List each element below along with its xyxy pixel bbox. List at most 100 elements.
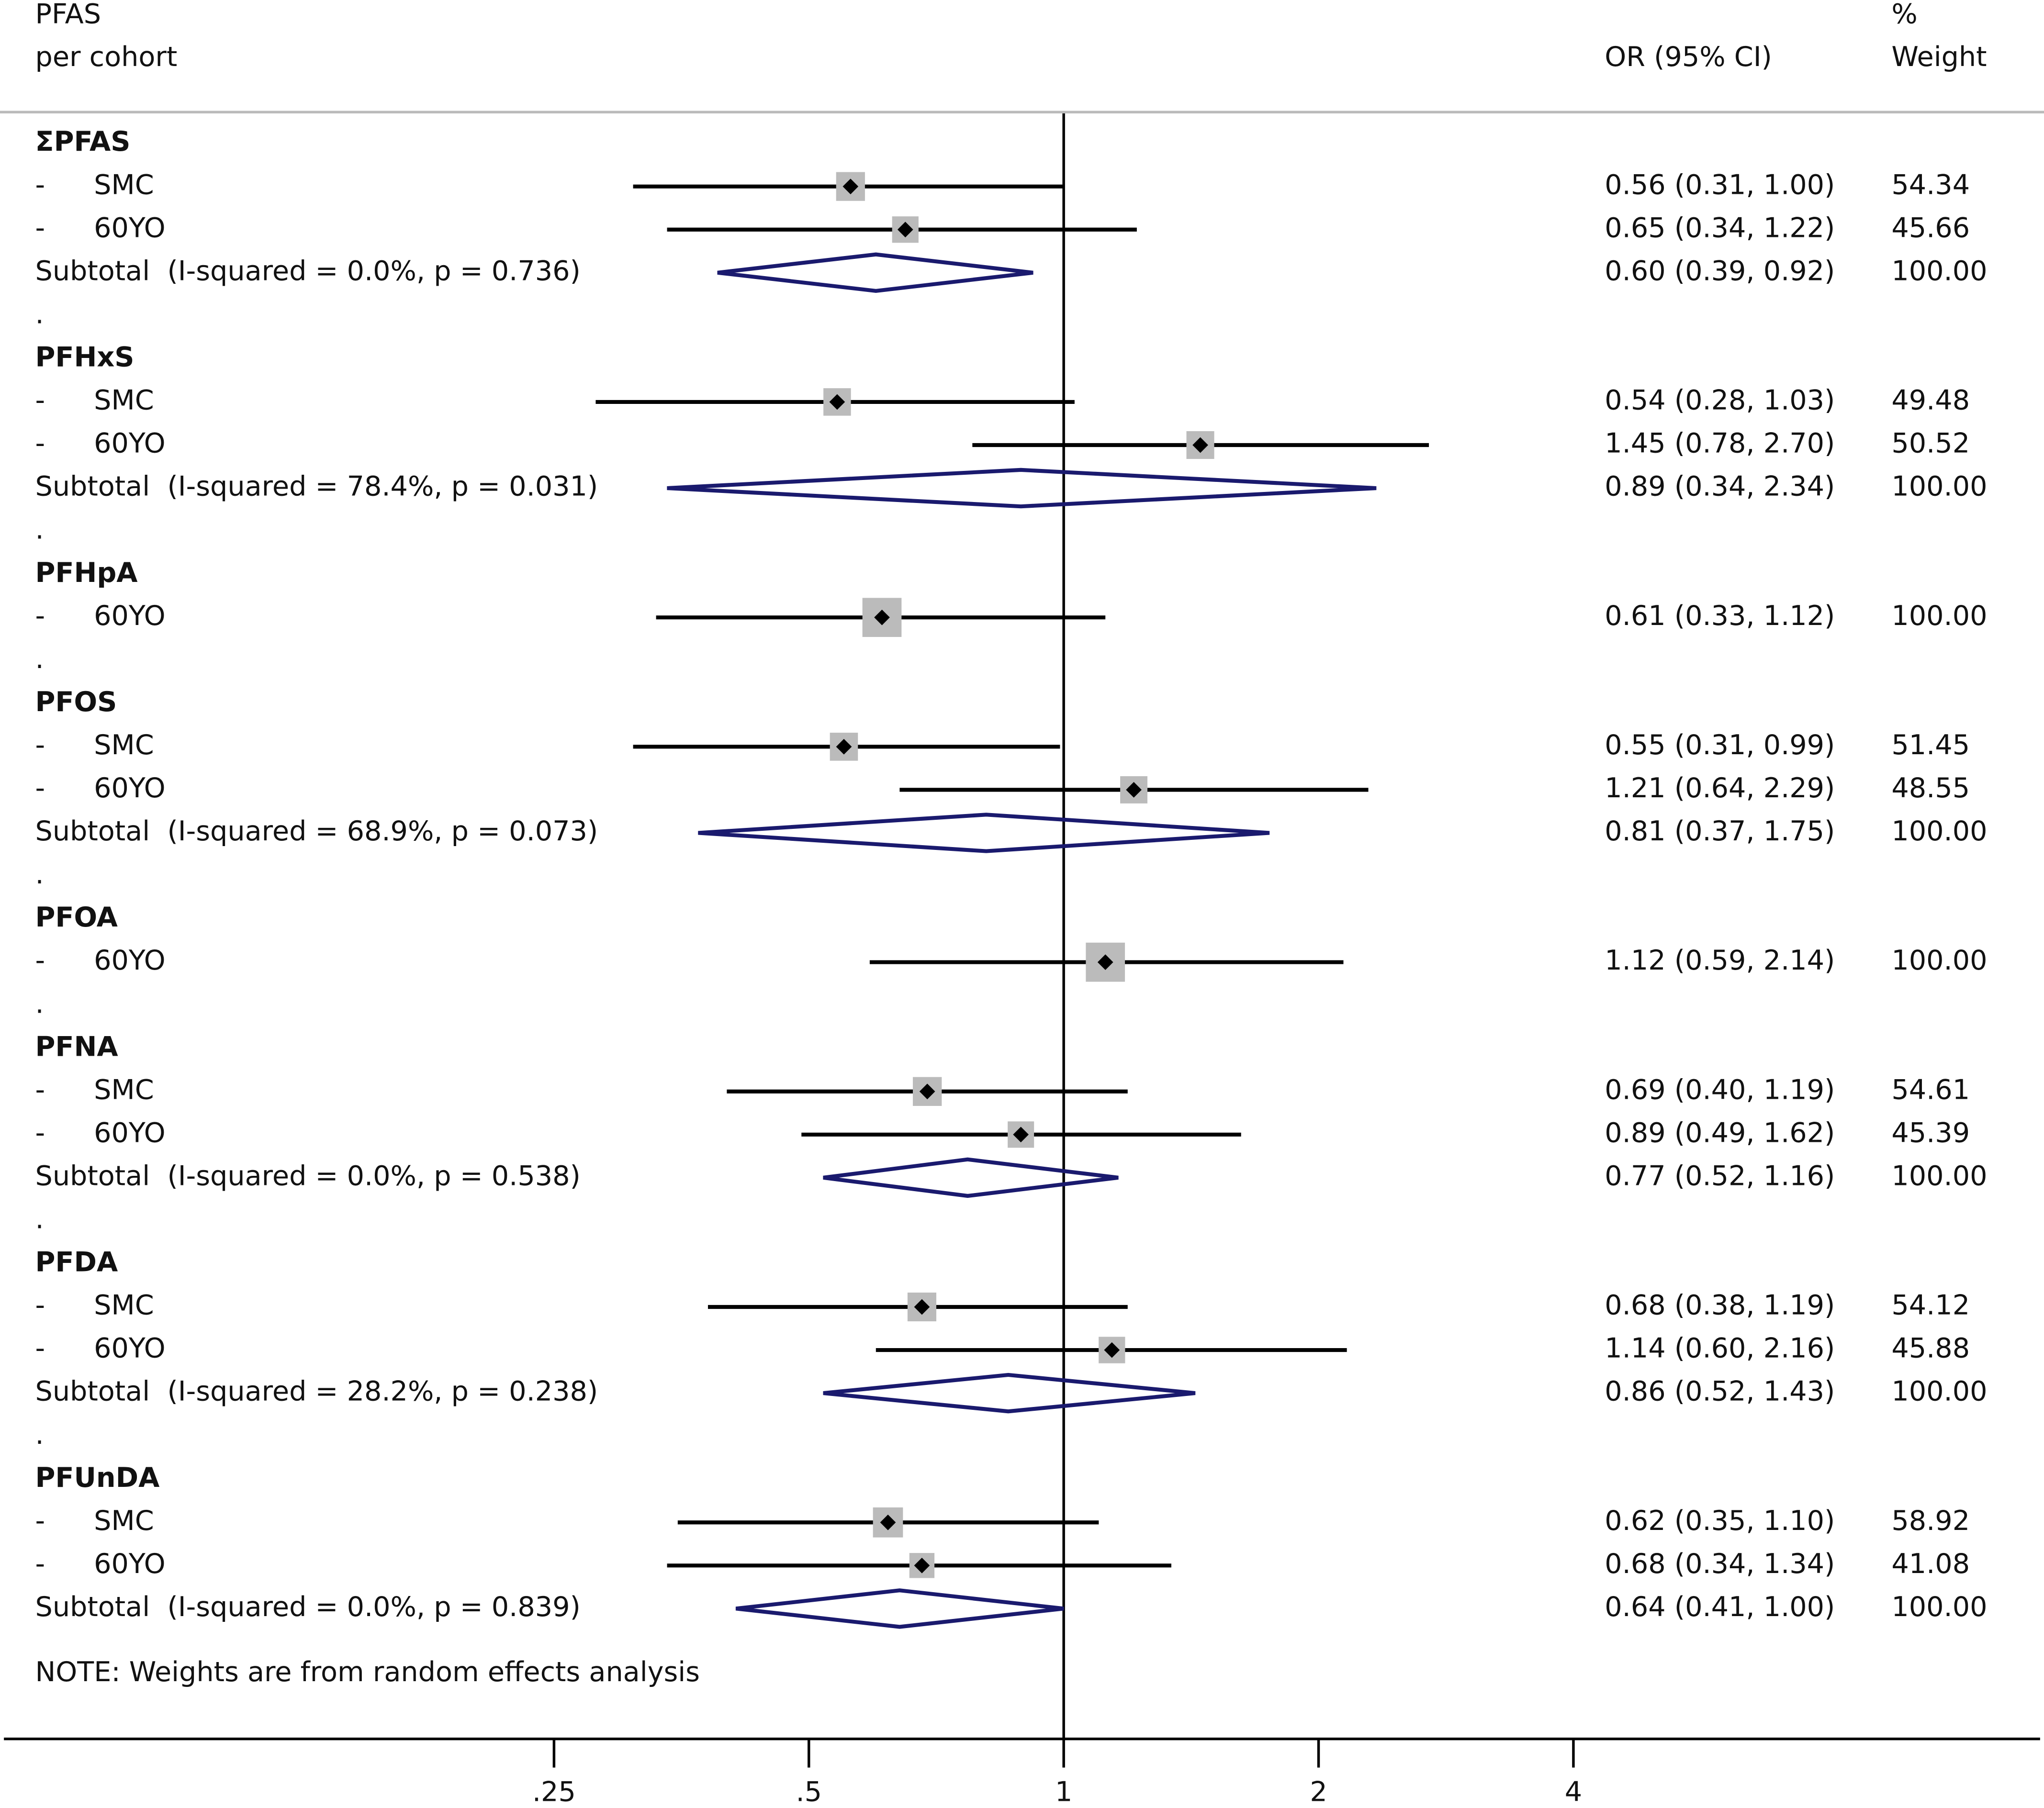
point-estimate: [914, 1299, 930, 1315]
ci-label: 0.86 (0.52, 1.43): [1605, 1376, 1835, 1407]
ci-label: 0.64 (0.41, 1.00): [1605, 1591, 1835, 1623]
header-ci: OR (95% CI): [1605, 41, 1772, 73]
x-tick-label: .25: [532, 1776, 576, 1808]
study-label: 60YO: [94, 212, 166, 244]
subtotal-label: Subtotal (I-squared = 0.0%, p = 0.538): [35, 1160, 581, 1192]
subtotal-diamond: [667, 468, 1377, 509]
separator: .: [35, 988, 44, 1019]
header-label: per cohort: [35, 41, 178, 73]
group-label: PFDA: [35, 1247, 118, 1278]
ci-label: 0.68 (0.34, 1.34): [1605, 1548, 1835, 1580]
header-label: PFAS: [35, 0, 101, 30]
weight-label: 54.12: [1891, 1290, 1970, 1321]
study-label: 60YO: [94, 1117, 166, 1149]
ci-label: 0.55 (0.31, 0.99): [1605, 729, 1835, 761]
subtotal-diamond: [698, 813, 1270, 853]
study-label: SMC: [94, 169, 154, 201]
ci-label: 1.45 (0.78, 2.70): [1605, 428, 1835, 459]
ci-label: 1.21 (0.64, 2.29): [1605, 772, 1835, 804]
weight-label: 100.00: [1891, 815, 1987, 847]
weight-label: 45.88: [1891, 1333, 1970, 1364]
ci-label: 0.62 (0.35, 1.10): [1605, 1505, 1835, 1537]
row-marker: -: [35, 1074, 45, 1105]
separator: .: [35, 859, 44, 890]
x-tick-label: 2: [1310, 1776, 1327, 1808]
subtotal-diamond: [717, 252, 1033, 293]
point-estimate: [874, 609, 890, 625]
study-label: SMC: [94, 1505, 154, 1537]
weight-label: 100.00: [1891, 1376, 1987, 1407]
group-label: PFUnDA: [35, 1462, 160, 1494]
point-estimate: [1104, 1342, 1120, 1358]
ci-label: 0.60 (0.39, 0.92): [1605, 255, 1835, 287]
ci-label: 0.65 (0.34, 1.22): [1605, 212, 1835, 244]
row-marker: -: [35, 1117, 45, 1149]
row-marker: -: [35, 600, 45, 632]
separator: .: [35, 298, 44, 330]
subtotal-label: Subtotal (I-squared = 68.9%, p = 0.073): [35, 815, 598, 847]
row-marker: -: [35, 945, 45, 976]
subtotal-diamond: [823, 1157, 1119, 1198]
x-tick-label: 4: [1565, 1776, 1582, 1808]
weight-label: 100.00: [1891, 600, 1987, 632]
subtotal-label: Subtotal (I-squared = 28.2%, p = 0.238): [35, 1376, 598, 1407]
point-estimate: [1013, 1127, 1029, 1143]
row-marker: -: [35, 428, 45, 459]
row-marker: -: [35, 212, 45, 244]
ci-label: 0.69 (0.40, 1.19): [1605, 1074, 1835, 1105]
separator: .: [35, 643, 44, 675]
point-estimate: [842, 179, 859, 195]
ci-label: 0.89 (0.49, 1.62): [1605, 1117, 1835, 1149]
point-estimate: [1192, 437, 1208, 453]
study-label: SMC: [94, 385, 154, 416]
row-marker: -: [35, 772, 45, 804]
row-marker: -: [35, 1333, 45, 1364]
ci-label: 0.77 (0.52, 1.16): [1605, 1160, 1835, 1192]
point-estimate: [880, 1514, 896, 1530]
weight-label: 45.66: [1891, 212, 1970, 244]
point-estimate: [919, 1083, 935, 1100]
row-marker: -: [35, 1290, 45, 1321]
point-estimate: [1126, 782, 1142, 798]
subtotal-label: Subtotal (I-squared = 0.0%, p = 0.839): [35, 1591, 581, 1623]
subtotal-diamond: [823, 1373, 1196, 1414]
study-label: 60YO: [94, 945, 166, 976]
ci-label: 0.54 (0.28, 1.03): [1605, 385, 1835, 416]
weight-label: 58.92: [1891, 1505, 1970, 1537]
point-estimate: [897, 222, 913, 238]
study-label: 60YO: [94, 1548, 166, 1580]
study-label: SMC: [94, 729, 154, 761]
group-label: PFHpA: [35, 557, 138, 589]
group-label: ΣPFAS: [35, 126, 131, 157]
point-estimate: [914, 1557, 930, 1574]
weight-label: 100.00: [1891, 1160, 1987, 1192]
header-weight: %: [1891, 0, 1917, 30]
weight-label: 51.45: [1891, 729, 1970, 761]
subtotal-label: Subtotal (I-squared = 78.4%, p = 0.031): [35, 471, 598, 502]
ci-label: 0.68 (0.38, 1.19): [1605, 1290, 1835, 1321]
weight-label: 100.00: [1891, 1591, 1987, 1623]
ci-label: 0.81 (0.37, 1.75): [1605, 815, 1835, 847]
row-marker: -: [35, 1548, 45, 1580]
subtotal-diamond: [735, 1588, 1064, 1629]
group-label: PFOA: [35, 902, 118, 933]
group-label: PFHxS: [35, 342, 135, 373]
point-estimate: [836, 738, 852, 755]
weight-label: 41.08: [1891, 1548, 1970, 1580]
point-estimate: [1097, 954, 1113, 970]
row-marker: -: [35, 385, 45, 416]
weight-label: 49.48: [1891, 385, 1970, 416]
weight-label: 54.61: [1891, 1074, 1970, 1105]
ci-label: 1.14 (0.60, 2.16): [1605, 1333, 1835, 1364]
separator: .: [35, 1419, 44, 1451]
group-label: PFNA: [35, 1031, 118, 1062]
weight-label: 54.34: [1891, 169, 1970, 201]
weight-label: 100.00: [1891, 471, 1987, 502]
row-marker: -: [35, 729, 45, 761]
x-tick-label: 1: [1055, 1776, 1072, 1808]
study-label: SMC: [94, 1074, 154, 1105]
weight-label: 100.00: [1891, 255, 1987, 287]
weight-label: 50.52: [1891, 428, 1970, 459]
study-label: 60YO: [94, 600, 166, 632]
